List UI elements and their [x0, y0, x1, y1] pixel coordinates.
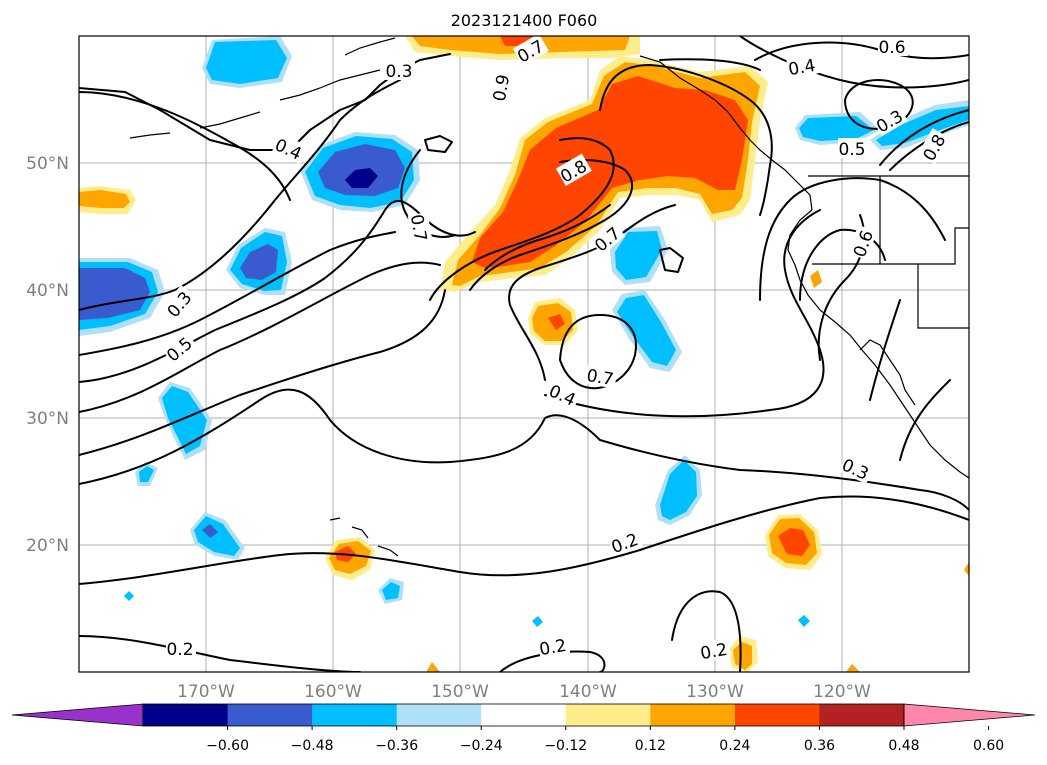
lon-tick-label: 120°W — [813, 682, 871, 702]
longitude-labels: 170°W 160°W 150°W 140°W 130°W 120°W — [177, 682, 871, 702]
contour-label: 0.7 — [585, 366, 615, 390]
contour-label: 0.2 — [699, 640, 729, 664]
contour-lines — [79, 36, 969, 672]
colorbar-cell — [650, 704, 736, 726]
colorbar-tick-label: 0.60 — [973, 738, 1004, 754]
lat-tick-label: 20°N — [26, 536, 69, 556]
colorbar-cell — [481, 704, 567, 726]
colorbar-cell — [734, 704, 820, 726]
lon-tick-label: 140°W — [559, 682, 617, 702]
contour-label: 0.2 — [538, 636, 568, 660]
colorbar: −0.60 −0.48 −0.36 −0.24 −0.12 0.12 0.24 0.36 0.4… — [11, 703, 1036, 754]
lat-tick-label: 40°N — [26, 281, 69, 301]
graticule — [79, 36, 969, 672]
contour-label: 0.5 — [838, 140, 865, 160]
map-panel: 0.6 0.7 0.3 0.9 0.4 0.4 0.3 0.8 0.5 0.8 … — [78, 33, 970, 673]
colorbar-tick-label: 0.12 — [635, 738, 666, 754]
contour-label: 0.9 — [490, 73, 514, 103]
colorbar-extend-low — [11, 703, 144, 727]
colorbar-tick-label: −0.60 — [206, 738, 249, 754]
colorbar-frame — [142, 703, 905, 727]
colorbar-cell — [819, 704, 905, 726]
colorbar-tick-label: 0.36 — [804, 738, 835, 754]
colorbar-extend-high — [903, 703, 1036, 727]
contour-label: 0.4 — [787, 56, 817, 80]
lon-tick-label: 130°W — [686, 682, 744, 702]
contour-label: 0.6 — [878, 38, 905, 58]
map-title: 2023121400 F060 — [451, 11, 598, 30]
colorbar-tick-label: 0.24 — [719, 738, 750, 754]
lon-tick-label: 150°W — [431, 682, 489, 702]
colorbar-cell — [143, 704, 229, 726]
colorbar-tick-label: 0.48 — [888, 738, 919, 754]
contour-label: 0.7 — [406, 213, 430, 243]
colorbar-tick-label: −0.12 — [544, 738, 587, 754]
lon-tick-label: 170°W — [177, 682, 235, 702]
latitude-labels: 50°N 40°N 30°N 20°N — [26, 154, 69, 556]
lat-tick-label: 50°N — [26, 154, 69, 174]
colorbar-tick-label: −0.36 — [375, 738, 418, 754]
colorbar-cell — [396, 704, 482, 726]
coastlines — [129, 37, 969, 557]
colorbar-tick-label: −0.24 — [460, 738, 503, 754]
map-frame — [78, 35, 970, 673]
colorbar-tick-label: −0.48 — [291, 738, 334, 754]
contour-label: 0.3 — [385, 62, 412, 82]
lat-tick-label: 30°N — [26, 409, 69, 429]
contour-label: 0.2 — [166, 640, 193, 660]
colorbar-cell — [565, 704, 651, 726]
colorbar-cell — [312, 704, 398, 726]
colorbar-cell — [227, 704, 313, 726]
lon-tick-label: 160°W — [304, 682, 362, 702]
